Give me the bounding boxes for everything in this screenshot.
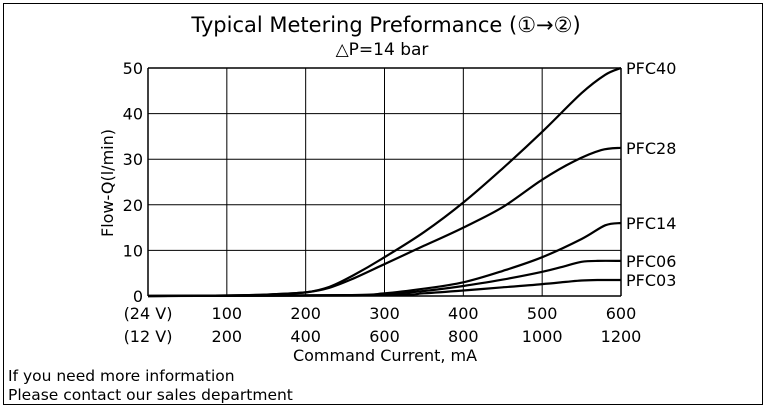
y-tick-label: 30 (123, 150, 143, 169)
y-axis-label: Flow-Q(l/min) (98, 129, 117, 237)
x-tick-label-12v: 600 (369, 327, 400, 346)
info-note-line2: Please contact our sales department (8, 386, 293, 404)
x-tick-label-12v: 200 (212, 327, 243, 346)
series-label-pfc40: PFC40 (626, 59, 676, 78)
series-label-pfc06: PFC06 (626, 252, 676, 271)
series-line-pfc03 (147, 278, 621, 298)
x-tick-label-24v: (24 V) (124, 304, 173, 323)
x-axis-label: Command Current, mA (293, 346, 477, 365)
x-tick-label-12v: 800 (448, 327, 479, 346)
x-tick-label-12v: (12 V) (124, 327, 173, 346)
x-tick-label-24v: 600 (606, 304, 637, 323)
y-tick-label: 40 (123, 105, 143, 124)
x-tick-label-12v: 400 (290, 327, 321, 346)
x-tick-label-24v: 500 (527, 304, 558, 323)
x-tick-label-24v: 200 (290, 304, 321, 323)
x-tick-label-12v: 1200 (601, 327, 642, 346)
tick-labels: 0 10 20 30 40 50 (24 V) 100 200 300 400 500 600 (12 V… (123, 59, 642, 346)
grid (147, 67, 622, 297)
x-tick-label-24v: 300 (369, 304, 400, 323)
y-tick-label: 20 (123, 196, 143, 215)
x-tick-label-24v: 100 (212, 304, 243, 323)
y-tick-label: 50 (123, 59, 143, 78)
series-lines (147, 66, 622, 298)
y-tick-label: 0 (133, 287, 143, 306)
series-label-pfc28: PFC28 (626, 139, 676, 158)
x-tick-label-24v: 400 (448, 304, 479, 323)
series-label-pfc14: PFC14 (626, 214, 676, 233)
x-tick-label-12v: 1000 (522, 327, 563, 346)
chart-subtitle: △P=14 bar (336, 40, 429, 60)
series-label-pfc03: PFC03 (626, 271, 676, 290)
y-tick-label: 10 (123, 241, 143, 260)
info-note-line1: If you need more information (8, 367, 235, 385)
chart-frame (3, 3, 763, 405)
chart-title: Typical Metering Preformance (①→②) (190, 13, 580, 37)
